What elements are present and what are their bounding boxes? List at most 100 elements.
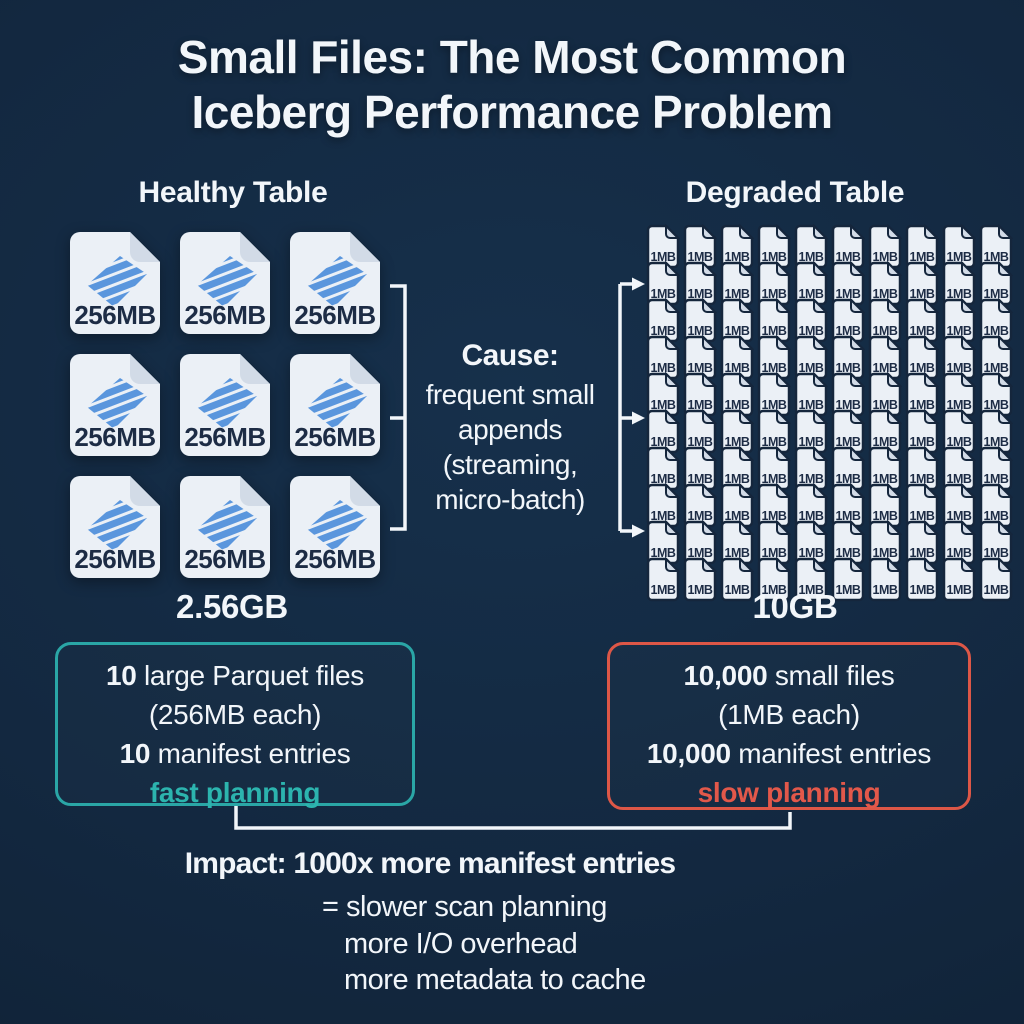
small-file-icon: 1MB (683, 261, 717, 306)
small-file-icon: 1MB (757, 372, 791, 417)
file-size-label: 1MB (725, 509, 750, 523)
folded-corner (961, 372, 976, 387)
folded-corner (850, 409, 865, 424)
file-size-label: 1MB (984, 324, 1009, 338)
folded-corner (665, 372, 680, 387)
file-size-label: 1MB (873, 435, 898, 449)
small-file-icon: 1MB (905, 372, 939, 417)
folded-corner (350, 354, 380, 384)
small-file-icon: 1MB (757, 409, 791, 454)
folded-corner (924, 224, 939, 239)
small-file-icon: 1MB (979, 372, 1013, 417)
parquet-file-icon: 256MB (70, 476, 160, 578)
folded-corner (665, 446, 680, 461)
folded-corner (739, 372, 754, 387)
folded-corner (887, 446, 902, 461)
impact-details: = slower scan planning more I/O overhead… (322, 889, 646, 999)
small-file-icon: 1MB (831, 298, 865, 343)
file-size-label: 1MB (762, 509, 787, 523)
file-size-label: 1MB (947, 583, 972, 597)
parquet-file-icon: 256MB (180, 354, 270, 456)
file-size-label: 1MB (799, 546, 824, 560)
file-size-label: 1MB (725, 287, 750, 301)
cause-line: (streaming, (442, 449, 578, 480)
file-size-label: 1MB (873, 583, 898, 597)
file-size-label: 1MB (947, 509, 972, 523)
folded-corner (665, 557, 680, 572)
file-size-label: 1MB (947, 398, 972, 412)
file-size-label: 1MB (910, 509, 935, 523)
file-size-label: 1MB (725, 324, 750, 338)
healthy-table-header: Healthy Table (138, 176, 328, 209)
file-size-label: 1MB (651, 398, 676, 412)
file-size-label: 1MB (984, 435, 1009, 449)
folded-corner (887, 557, 902, 572)
folded-corner (665, 261, 680, 276)
folded-corner (850, 298, 865, 313)
small-file-icon: 1MB (646, 224, 680, 269)
file-size-label: 1MB (725, 250, 750, 264)
file-size-label: 1MB (947, 324, 972, 338)
file-size-label: 1MB (910, 287, 935, 301)
folded-corner (998, 372, 1013, 387)
small-file-icon: 1MB (905, 483, 939, 528)
folded-corner (665, 335, 680, 350)
folded-corner (813, 372, 828, 387)
folded-corner (739, 298, 754, 313)
file-size-label: 1MB (836, 287, 861, 301)
file-size-label: 256MB (184, 300, 265, 330)
file-size-label: 1MB (984, 250, 1009, 264)
folded-corner (998, 557, 1013, 572)
file-size-label: 1MB (762, 398, 787, 412)
folded-corner (702, 446, 717, 461)
small-file-icon: 1MB (905, 520, 939, 565)
folded-corner (961, 557, 976, 572)
folded-corner (776, 298, 791, 313)
folded-corner (665, 224, 680, 239)
file-size-label: 1MB (947, 287, 972, 301)
file-size-label: 1MB (799, 324, 824, 338)
folded-corner (887, 335, 902, 350)
folded-corner (739, 520, 754, 535)
small-file-icon: 1MB (868, 372, 902, 417)
folded-corner (924, 372, 939, 387)
file-size-label: 1MB (651, 324, 676, 338)
fast-planning-status: fast planning (149, 777, 321, 808)
small-file-icon: 1MB (683, 446, 717, 491)
file-size-label: 1MB (873, 509, 898, 523)
file-size-label: 1MB (910, 324, 935, 338)
file-size-label: 1MB (873, 324, 898, 338)
small-file-icon: 1MB (646, 520, 680, 565)
folded-corner (702, 483, 717, 498)
folded-corner (961, 520, 976, 535)
folded-corner (924, 446, 939, 461)
summary-line: (1MB each) (718, 699, 860, 730)
small-file-icon: 1MB (868, 335, 902, 380)
small-file-icon: 1MB (757, 520, 791, 565)
folded-corner (240, 232, 270, 262)
degraded-total-size: 10GB (752, 588, 838, 625)
impact-line: = slower scan planning (322, 891, 607, 923)
healthy-summary-box: 10 large Parquet files (256MB each) 10 m… (55, 642, 415, 808)
folded-corner (850, 372, 865, 387)
file-size-label: 1MB (725, 472, 750, 486)
folded-corner (887, 261, 902, 276)
file-size-label: 1MB (836, 435, 861, 449)
file-size-label: 1MB (836, 509, 861, 523)
file-size-label: 1MB (688, 472, 713, 486)
file-size-label: 1MB (947, 250, 972, 264)
small-file-icon: 1MB (905, 335, 939, 380)
summary-line: 10 manifest entries (119, 738, 351, 769)
folded-corner (850, 224, 865, 239)
file-size-label: 1MB (984, 287, 1009, 301)
folded-corner (776, 483, 791, 498)
file-size-label: 1MB (799, 583, 824, 597)
folded-corner (130, 232, 160, 262)
parquet-file-icon: 256MB (180, 232, 270, 334)
file-size-label: 1MB (984, 398, 1009, 412)
folded-corner (702, 335, 717, 350)
small-file-icon: 1MB (683, 298, 717, 343)
file-size-label: 1MB (762, 546, 787, 560)
file-size-label: 1MB (947, 472, 972, 486)
file-size-label: 1MB (984, 546, 1009, 560)
